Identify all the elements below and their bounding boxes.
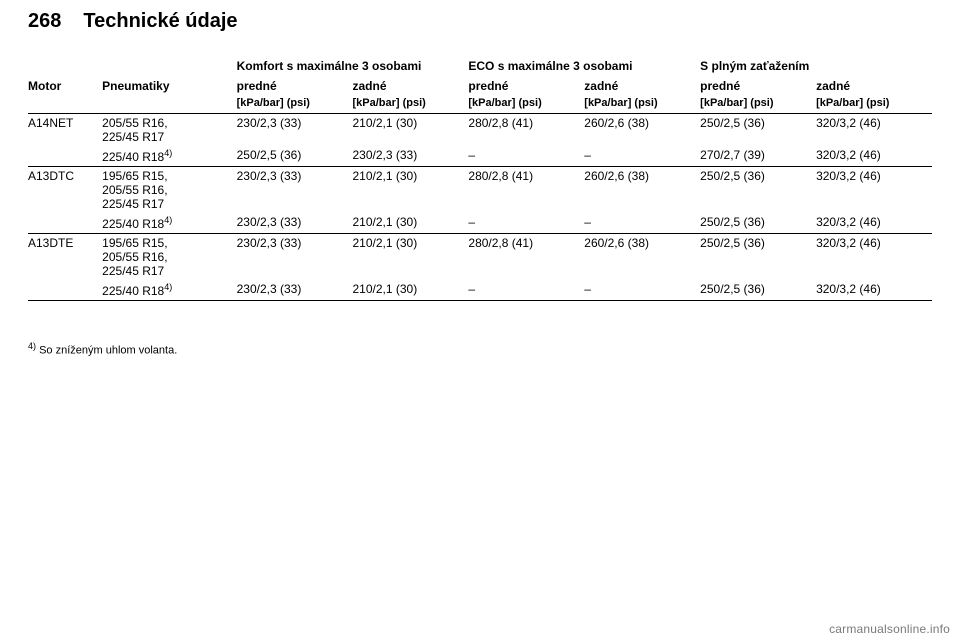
cell-val: 320/3,2 (46) xyxy=(816,234,932,253)
tyre-line: 225/40 R18 xyxy=(102,284,164,298)
cell-val: 230/2,3 (33) xyxy=(237,167,353,186)
cell-val: 280/2,8 (41) xyxy=(468,167,584,186)
cell-val: – xyxy=(468,280,584,301)
cell-val: 280/2,8 (41) xyxy=(468,114,584,133)
tyre-line: 225/45 R17 xyxy=(102,197,232,211)
cell-val: 280/2,8 (41) xyxy=(468,234,584,253)
cell-val: 230/2,3 (33) xyxy=(237,234,353,253)
cell-val: 250/2,5 (36) xyxy=(700,167,816,186)
table-row: A13DTE 195/65 R15, 205/55 R16, 225/45 R1… xyxy=(28,234,932,253)
tyre-line: 225/40 R18 xyxy=(102,217,164,231)
cell-val: – xyxy=(584,280,700,301)
tyre-line: 195/65 R15, xyxy=(102,236,232,250)
cell-val: – xyxy=(468,146,584,167)
table-row: 225/40 R184) 250/2,5 (36) 230/2,3 (33) –… xyxy=(28,146,932,167)
col-unit: [kPa/bar] (psi) xyxy=(584,95,700,114)
footnote-mark: 4) xyxy=(164,215,172,225)
cell-val: – xyxy=(584,213,700,234)
cell-val: 230/2,3 (33) xyxy=(237,280,353,301)
table-row: 225/40 R184) 230/2,3 (33) 210/2,1 (30) –… xyxy=(28,213,932,234)
cell-val: 210/2,1 (30) xyxy=(353,280,469,301)
page-title: Technické údaje xyxy=(83,10,237,33)
cell-val: – xyxy=(584,146,700,167)
cell-val: 210/2,1 (30) xyxy=(353,234,469,253)
col-unit: [kPa/bar] (psi) xyxy=(237,95,353,114)
col-unit: [kPa/bar] (psi) xyxy=(816,95,932,114)
cell-motor: A13DTC xyxy=(28,167,102,214)
cell-val: 270/2,7 (39) xyxy=(700,146,816,167)
col-front: predné xyxy=(237,73,353,95)
col-unit: [kPa/bar] (psi) xyxy=(353,95,469,114)
cell-val: – xyxy=(468,213,584,234)
cell-val: 210/2,1 (30) xyxy=(353,167,469,186)
footnote-text: So zníženým uhlom volanta. xyxy=(39,345,177,357)
col-rear: zadné xyxy=(584,73,700,95)
page-number: 268 xyxy=(28,10,61,33)
table-row: 225/40 R184) 230/2,3 (33) 210/2,1 (30) –… xyxy=(28,280,932,301)
cell-val: 250/2,5 (36) xyxy=(700,234,816,253)
cell-val: 230/2,3 (33) xyxy=(353,146,469,167)
cell-tyres: 205/55 R16, 225/45 R17 xyxy=(102,114,236,147)
cell-val: 210/2,1 (30) xyxy=(353,213,469,234)
tyre-line: 225/45 R17 xyxy=(102,130,232,144)
col-front: predné xyxy=(700,73,816,95)
cell-val: 320/3,2 (46) xyxy=(816,146,932,167)
col-rear: zadné xyxy=(816,73,932,95)
table-row: A14NET 205/55 R16, 225/45 R17 230/2,3 (3… xyxy=(28,114,932,133)
tyre-line: 205/55 R16, xyxy=(102,250,232,264)
cell-tyres: 195/65 R15, 205/55 R16, 225/45 R17 xyxy=(102,167,236,214)
cell-motor: A13DTE xyxy=(28,234,102,281)
col-front: predné xyxy=(468,73,584,95)
tyre-line: 225/40 R18 xyxy=(102,150,164,164)
cell-val: 250/2,5 (36) xyxy=(700,114,816,133)
cell-motor: A14NET xyxy=(28,114,102,147)
cell-tyres: 225/40 R184) xyxy=(102,213,236,234)
cell-val: 320/3,2 (46) xyxy=(816,213,932,234)
cell-val: 250/2,5 (36) xyxy=(700,213,816,234)
cell-val: 260/2,6 (38) xyxy=(584,114,700,133)
page-header: 268 Technické údaje xyxy=(28,10,932,33)
col-group-comfort: Komfort s maximálne 3 osobami xyxy=(237,55,469,73)
cell-val: 320/3,2 (46) xyxy=(816,280,932,301)
cell-tyres: 225/40 R184) xyxy=(102,146,236,167)
col-group-full: S plným zaťažením xyxy=(700,55,932,73)
pressure-table: Komfort s maximálne 3 osobami ECO s maxi… xyxy=(28,55,932,301)
cell-val: 230/2,3 (33) xyxy=(237,213,353,234)
col-unit: [kPa/bar] (psi) xyxy=(700,95,816,114)
col-group-eco: ECO s maximálne 3 osobami xyxy=(468,55,700,73)
col-unit: [kPa/bar] (psi) xyxy=(468,95,584,114)
col-tyres: Pneumatiky xyxy=(102,73,236,95)
cell-val: 260/2,6 (38) xyxy=(584,167,700,186)
cell-val: 250/2,5 (36) xyxy=(237,146,353,167)
cell-val: 320/3,2 (46) xyxy=(816,114,932,133)
tyre-line: 225/45 R17 xyxy=(102,264,232,278)
cell-val: 250/2,5 (36) xyxy=(700,280,816,301)
footnote: 4) So zníženým uhlom volanta. xyxy=(28,341,932,357)
table-row: A13DTC 195/65 R15, 205/55 R16, 225/45 R1… xyxy=(28,167,932,186)
cell-val: 230/2,3 (33) xyxy=(237,114,353,133)
col-rear: zadné xyxy=(353,73,469,95)
footnote-mark: 4) xyxy=(28,341,36,351)
cell-tyres: 195/65 R15, 205/55 R16, 225/45 R17 xyxy=(102,234,236,281)
cell-val: 260/2,6 (38) xyxy=(584,234,700,253)
tyre-line: 195/65 R15, xyxy=(102,169,232,183)
footer-watermark: carmanualsonline.info xyxy=(829,622,950,636)
footnote-mark: 4) xyxy=(164,282,172,292)
cell-val: 320/3,2 (46) xyxy=(816,167,932,186)
tyre-line: 205/55 R16, xyxy=(102,116,232,130)
tyre-line: 205/55 R16, xyxy=(102,183,232,197)
cell-val: 210/2,1 (30) xyxy=(353,114,469,133)
col-motor: Motor xyxy=(28,73,102,95)
cell-tyres: 225/40 R184) xyxy=(102,280,236,301)
footnote-mark: 4) xyxy=(164,148,172,158)
